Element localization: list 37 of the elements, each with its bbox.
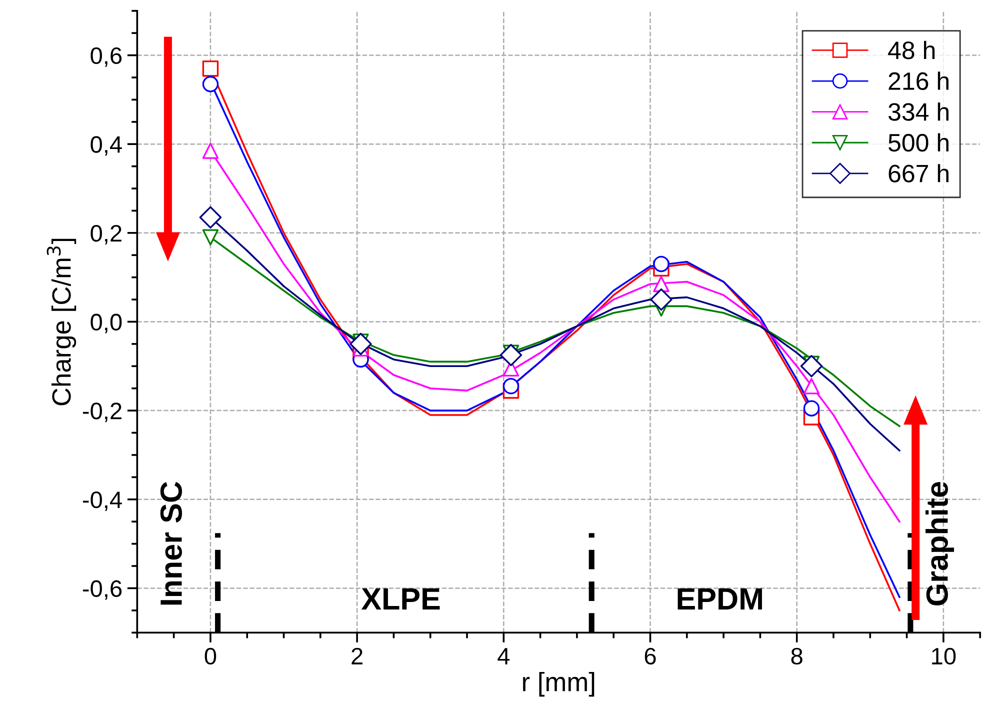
y-tick-label: -0,2 <box>82 402 122 422</box>
point <box>502 378 520 394</box>
point <box>500 344 522 366</box>
point <box>803 378 820 394</box>
point <box>800 355 823 378</box>
legend-label: 334 h <box>888 102 948 121</box>
point <box>202 142 219 159</box>
point <box>653 256 670 272</box>
y-tick-label: -0,4 <box>82 491 122 511</box>
x-tick-label: 10 <box>932 648 956 665</box>
x-tick-label: 0 <box>204 648 216 665</box>
annotation: Inner SC <box>160 482 182 605</box>
annotation: EPDM <box>678 588 762 610</box>
x-tick-label: 6 <box>644 648 656 665</box>
y-tick-label: 0,4 <box>90 136 122 156</box>
annotation: XLPE <box>361 588 440 610</box>
point <box>202 76 219 92</box>
y-axis-title: Charge [C/m$^{3}$] <box>46 238 76 406</box>
point <box>650 288 672 311</box>
y-tick-label: 0,6 <box>90 47 122 67</box>
point <box>202 60 219 77</box>
x-tick-label: 8 <box>791 648 802 665</box>
y-tick-label: 0,2 <box>90 224 122 244</box>
x-tick-label: 2 <box>352 648 362 664</box>
legend-label: 48 h <box>888 40 935 60</box>
point <box>350 332 372 356</box>
y-tick-label: 0,0 <box>90 314 122 334</box>
legend-label: 500 h <box>888 133 948 152</box>
x-tick-label: 4 <box>498 648 510 664</box>
point <box>202 229 219 246</box>
legend-label: 667 h <box>888 164 948 182</box>
point <box>803 400 820 416</box>
legend-label: 216 h <box>888 72 948 90</box>
annotation: Graphite <box>926 482 954 606</box>
y-tick-label: -0,6 <box>82 580 122 600</box>
x-axis-title: r [mm] <box>523 672 594 697</box>
point <box>199 206 222 228</box>
